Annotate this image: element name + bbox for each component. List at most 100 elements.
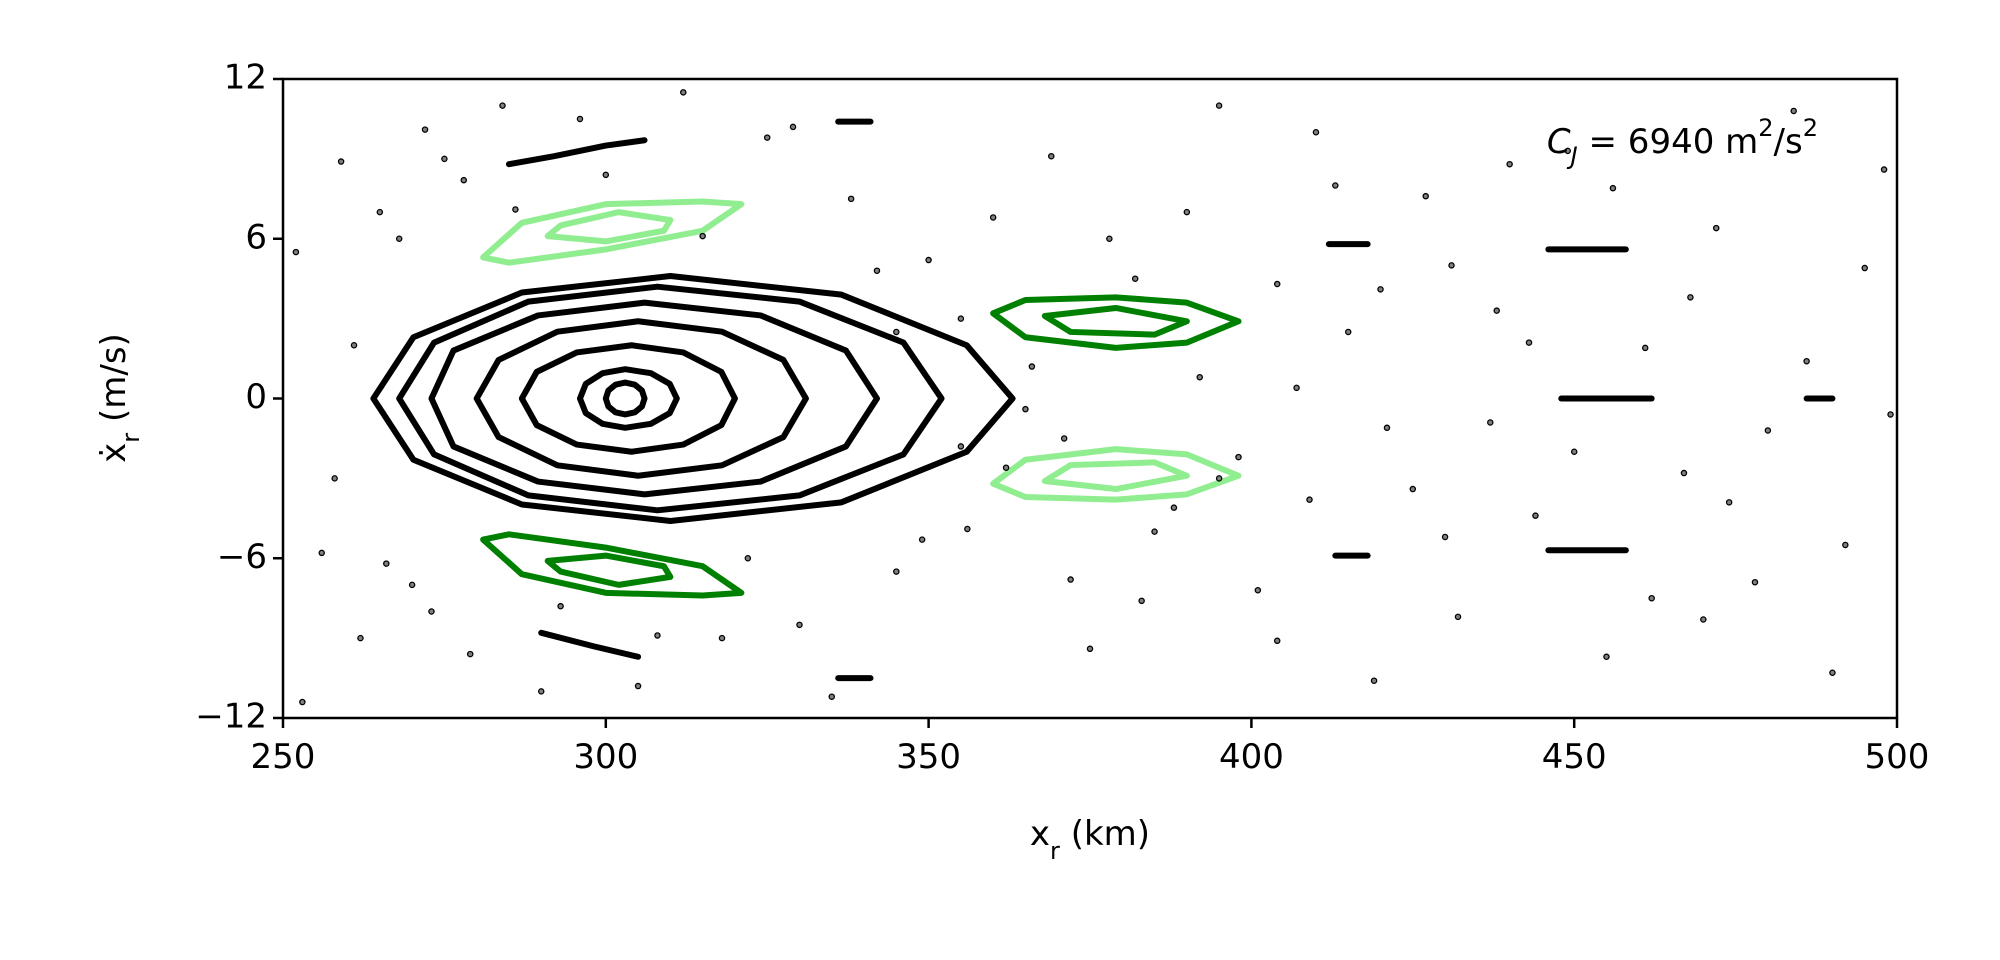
poincare-point bbox=[460, 176, 468, 184]
poincare-point bbox=[1648, 594, 1655, 602]
y-tick-label: 6 bbox=[245, 217, 267, 257]
label-part: 2 bbox=[1758, 114, 1773, 142]
annotation: CJ = 6940 m2/s2 bbox=[1547, 114, 1818, 170]
label-part: = 6940 m bbox=[1578, 122, 1759, 162]
y-tick-label: 0 bbox=[245, 377, 267, 417]
poincare-point bbox=[1441, 533, 1449, 541]
orbit-curve bbox=[1041, 304, 1190, 338]
poincare-point bbox=[292, 248, 300, 256]
poincare-point bbox=[1273, 280, 1281, 288]
poincare-point bbox=[1829, 669, 1836, 676]
poincare-point bbox=[1532, 512, 1539, 519]
poincare-point bbox=[1235, 453, 1242, 461]
y-tick-label: −12 bbox=[195, 697, 267, 737]
poincare-point bbox=[893, 568, 900, 575]
orbit-curve bbox=[990, 446, 1242, 503]
plot-area bbox=[292, 89, 1894, 706]
poincare-point bbox=[331, 475, 338, 482]
poincare-point bbox=[1725, 499, 1733, 506]
orbit-curve bbox=[576, 366, 680, 431]
poincare-point bbox=[1377, 286, 1384, 293]
poincare-point bbox=[1493, 307, 1500, 314]
orbit-curve bbox=[505, 137, 648, 168]
poincare-point bbox=[337, 158, 345, 165]
label-part: (m/s) bbox=[94, 333, 134, 433]
label-part: x bbox=[1030, 814, 1050, 854]
poincare-point bbox=[299, 698, 306, 706]
poincare-point bbox=[1002, 464, 1010, 471]
poincare-point bbox=[718, 634, 726, 642]
orbit-curve bbox=[473, 318, 809, 479]
poincare-point bbox=[1861, 264, 1868, 272]
orbit-curve bbox=[538, 629, 642, 660]
label-part: r bbox=[117, 433, 145, 443]
poincare-point bbox=[1183, 208, 1191, 216]
poincare-point bbox=[828, 693, 836, 700]
poincare-point bbox=[1454, 613, 1462, 621]
poincare-point bbox=[318, 549, 325, 557]
y-axis-label: ẋr (m/s) bbox=[94, 333, 145, 463]
poincare-point bbox=[1506, 160, 1513, 168]
label-part: ẋ bbox=[94, 443, 134, 463]
poincare-point bbox=[873, 267, 881, 274]
poincare-point bbox=[1448, 262, 1455, 269]
poincare-point bbox=[1422, 192, 1429, 200]
poincare-point bbox=[989, 214, 997, 221]
poincare-point bbox=[1525, 339, 1533, 346]
poincare-point bbox=[964, 525, 971, 533]
poincare-point bbox=[1570, 448, 1578, 455]
poincare-point bbox=[1215, 475, 1223, 482]
x-tick-label: 400 bbox=[1219, 737, 1284, 777]
poincare-point bbox=[1700, 616, 1707, 623]
poincare-point bbox=[1751, 578, 1759, 586]
poincare-point bbox=[1273, 637, 1281, 645]
poincare-point bbox=[744, 555, 752, 562]
orbit-curve bbox=[990, 294, 1242, 351]
poincare-point bbox=[1344, 328, 1352, 336]
poincare-point bbox=[1803, 357, 1810, 365]
poincare-point bbox=[537, 688, 545, 695]
poincare-point bbox=[1028, 363, 1036, 370]
poincare-point bbox=[1106, 235, 1113, 242]
poincare-point bbox=[421, 126, 429, 133]
poincare-point bbox=[654, 632, 661, 639]
poincare-point bbox=[1370, 677, 1378, 684]
poincare-point bbox=[383, 560, 390, 567]
poincare-point bbox=[634, 682, 642, 690]
orbit-curve bbox=[602, 379, 648, 418]
poincare-point bbox=[466, 650, 474, 658]
label-part: /s bbox=[1774, 122, 1803, 162]
poincare-point bbox=[1293, 384, 1300, 392]
poincare-point bbox=[350, 341, 358, 349]
poincare-point bbox=[602, 171, 610, 179]
orbit-curve bbox=[480, 531, 745, 599]
orbit-curve bbox=[480, 198, 745, 266]
x-tick-label: 250 bbox=[251, 737, 316, 777]
poincare-point bbox=[576, 115, 584, 123]
poincare-point bbox=[957, 443, 965, 450]
poincare-point bbox=[893, 328, 900, 336]
poincare-point bbox=[1151, 528, 1158, 535]
poincare-point bbox=[1842, 541, 1849, 549]
poincare-point bbox=[376, 208, 384, 216]
poincare-point bbox=[699, 232, 706, 240]
label-part: 2 bbox=[1803, 114, 1818, 142]
label-part: r bbox=[1050, 837, 1060, 865]
poincare-point bbox=[395, 235, 403, 242]
poincare-point bbox=[1067, 576, 1074, 583]
poincare-point bbox=[1196, 373, 1204, 381]
poincare-point bbox=[408, 581, 416, 589]
poincare-point bbox=[1254, 586, 1262, 594]
orbit-curve bbox=[396, 283, 945, 514]
x-tick-label: 300 bbox=[573, 737, 638, 777]
poincare-point bbox=[1564, 147, 1571, 155]
poincare-point bbox=[1712, 224, 1720, 232]
poincare-point bbox=[1487, 419, 1494, 426]
label-part: (km) bbox=[1060, 814, 1150, 854]
poincare-point bbox=[680, 89, 687, 96]
x-axis-label: xr (km) bbox=[1030, 814, 1150, 865]
poincare-point bbox=[441, 155, 448, 163]
orbit-curve bbox=[544, 552, 674, 588]
poincare-point bbox=[957, 315, 965, 322]
